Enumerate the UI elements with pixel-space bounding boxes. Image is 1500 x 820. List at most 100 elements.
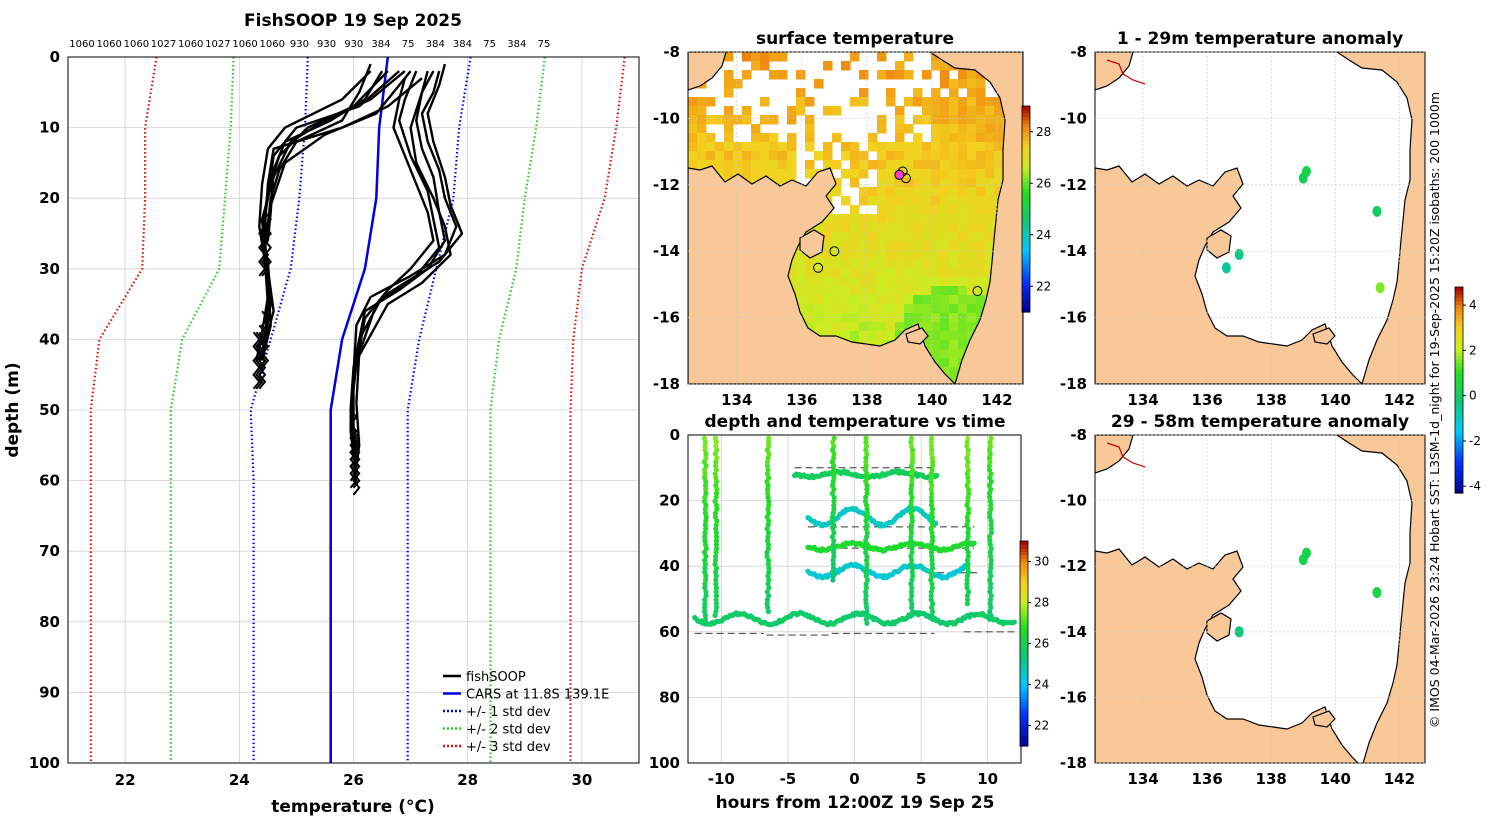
time-colorbar-segment <box>1020 578 1028 583</box>
sst-cell <box>931 322 941 332</box>
sst-cell <box>823 223 833 233</box>
sst-cell <box>904 196 914 206</box>
time-colorbar-segment <box>1020 650 1028 655</box>
sst-colorbar-segment <box>1022 202 1030 207</box>
time-cast-point <box>702 565 708 571</box>
sst-cell <box>904 70 914 80</box>
time-cast-point <box>831 549 837 556</box>
time-cast-point <box>987 616 993 622</box>
sst-colorbar-segment <box>1022 154 1030 159</box>
anomaly-colorbar-segment <box>1455 386 1463 391</box>
time-cast-point <box>928 526 934 532</box>
sst-cell <box>931 259 941 269</box>
sst-cell <box>832 295 842 305</box>
time-colorbar-segment <box>1020 599 1028 604</box>
sst-cell <box>895 160 905 170</box>
sst-cell <box>976 259 986 269</box>
time-cast-point <box>988 593 994 599</box>
time-cast-point <box>831 486 837 492</box>
sst-cell <box>688 133 698 143</box>
sst-cell <box>985 115 995 125</box>
sst-cell <box>805 160 815 170</box>
time-cast-point <box>702 577 709 583</box>
sst-cell <box>922 295 932 305</box>
sst-cell <box>805 142 815 152</box>
time-cast-point <box>863 443 870 449</box>
sst-cell <box>949 241 959 251</box>
time-cast-point <box>988 506 994 512</box>
sst-cell <box>904 223 914 233</box>
anomaly-colorbar-segment <box>1455 297 1463 302</box>
sst-colorbar-segment <box>1022 188 1030 193</box>
anomaly-point <box>1234 249 1244 261</box>
time-cast-point <box>702 510 709 516</box>
anomaly-colorbar-segment <box>1455 352 1463 357</box>
time-cast-point <box>864 553 870 560</box>
sst-cell <box>985 205 995 215</box>
time-cast-point <box>863 439 869 445</box>
sst-cell <box>949 358 959 368</box>
land-cape-york <box>928 52 1023 384</box>
sst-cell <box>886 205 896 215</box>
map-y-tick-label: -10 <box>1060 109 1087 127</box>
map-y-tick-label: -16 <box>1060 309 1087 327</box>
sst-cell <box>823 304 833 314</box>
sst-cell <box>913 295 923 305</box>
sst-cell <box>949 88 959 98</box>
time-cast-point <box>929 467 935 473</box>
map-x-tick-label: 136 <box>786 391 817 409</box>
time-colorbar-segment <box>1020 711 1028 716</box>
profile-x-tick-label: 30 <box>571 771 592 789</box>
anomaly-colorbar-segment <box>1455 393 1463 398</box>
time-cast-point <box>908 482 915 489</box>
time-depth-points <box>692 435 1017 636</box>
sst-cell <box>724 115 734 125</box>
sst-cell <box>742 160 752 170</box>
sst-cell <box>760 115 770 125</box>
sst-cell <box>931 88 941 98</box>
sst-cell <box>823 142 833 152</box>
time-cast-point <box>863 569 869 575</box>
sst-cell <box>913 133 923 143</box>
sst-cell <box>868 133 878 143</box>
time-cast-point <box>714 545 720 552</box>
sst-cell <box>868 142 878 152</box>
sst-cell <box>841 196 851 206</box>
sst-cell <box>931 214 941 224</box>
anom2-land-top-left <box>1095 435 1134 474</box>
sst-cell <box>877 178 887 188</box>
sst-cell <box>931 124 941 134</box>
sst-cell <box>733 151 743 161</box>
time-cast-point <box>864 502 870 508</box>
anomaly-colorbar-label: -4 <box>1469 479 1481 493</box>
sst-cell <box>787 169 797 179</box>
time-cast-point <box>863 459 869 465</box>
time-cast-point <box>766 443 772 449</box>
figure-title: FishSOOP 19 Sep 2025 <box>244 11 462 31</box>
sst-colorbar-segment <box>1022 301 1030 306</box>
time-cast-point <box>864 482 870 489</box>
sst-cell <box>841 322 851 332</box>
time-cast-point <box>965 526 972 532</box>
sst-cell <box>904 259 914 269</box>
time-cast-point <box>909 518 915 524</box>
sst-cell <box>859 241 869 251</box>
top-isobath-label: 75 <box>402 39 415 50</box>
sst-cell <box>895 322 905 332</box>
time-cast-point <box>864 604 870 611</box>
time-cast-point <box>764 463 771 469</box>
sst-colorbar-segment <box>1022 257 1030 262</box>
sst-cell <box>886 142 896 152</box>
sst-cell <box>958 214 968 224</box>
sst-cell <box>931 223 941 233</box>
anomaly-colorbar-segment <box>1455 324 1463 329</box>
sst-colorbar: 22 24 26 28 <box>1021 105 1051 313</box>
sst-cell <box>859 187 869 197</box>
sst-cell <box>940 340 950 350</box>
time-cast-point <box>966 589 972 595</box>
time-cast-point <box>986 490 993 496</box>
sst-cell <box>886 151 896 161</box>
sst-cell <box>922 115 932 125</box>
time-colorbar-segment <box>1020 582 1028 587</box>
sst-cell <box>787 151 797 161</box>
